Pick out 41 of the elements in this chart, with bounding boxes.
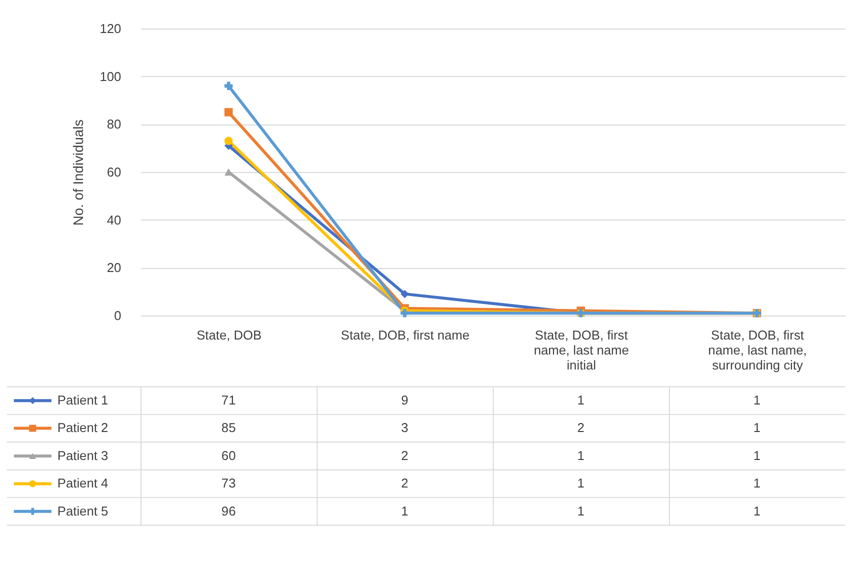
y-axis-title: No. of Individuals [70,119,86,226]
data-label: 85 [221,420,236,436]
data-label: 1 [577,503,584,518]
x-tick-label: State, DOB, first name, last name, surrounding city [708,328,807,372]
y-tick-label: 100 [100,68,122,84]
data-label: 3 [401,420,408,436]
legend-label: Patient 3 [57,448,108,463]
data-label: 1 [401,503,408,518]
data-label: 1 [577,476,584,491]
data-label: 60 [221,448,236,463]
legend-label: Patient 2 [57,420,108,436]
data-label: 71 [221,392,236,408]
y-tick-label: 80 [106,116,122,132]
data-label: 96 [221,503,236,518]
y-tick-label: 0 [114,308,122,323]
y-tick-label: 40 [106,212,122,228]
point [224,136,233,146]
y-tick-label: 60 [106,164,122,180]
legend-label: Patient 4 [57,476,108,491]
data-label: 1 [753,476,761,491]
legend-label: Patient 5 [57,503,108,518]
x-tick-label: State, DOB, first name, last name initial [534,328,629,372]
data-label: 1 [753,448,761,463]
point [224,108,233,116]
data-label: 73 [221,476,236,491]
point [400,290,409,298]
data-label: 1 [753,420,761,436]
data-label: 1 [577,392,584,408]
data-label: 1 [753,503,761,518]
data-label: 9 [401,392,408,408]
data-label: 1 [577,448,584,463]
y-tick-label: 20 [106,260,122,276]
data-label: 2 [401,448,408,463]
y-tick-label: 120 [100,20,122,36]
point [400,308,409,318]
x-tick-label: State, DOB [196,328,262,343]
data-label: 2 [577,420,584,436]
data-label: 1 [753,392,761,408]
x-tick-label: State, DOB, first name [340,328,470,343]
legend-label: Patient 1 [57,392,108,408]
data-label: 2 [401,476,408,491]
